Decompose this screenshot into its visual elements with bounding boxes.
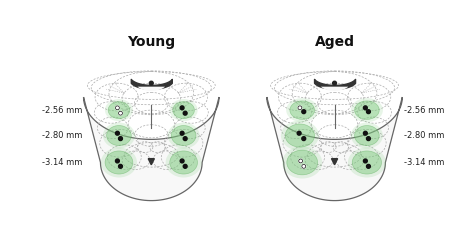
- Circle shape: [118, 111, 122, 115]
- Ellipse shape: [351, 98, 383, 122]
- Circle shape: [302, 164, 306, 168]
- Ellipse shape: [281, 121, 319, 151]
- Circle shape: [364, 159, 367, 163]
- Polygon shape: [331, 159, 337, 165]
- Ellipse shape: [290, 101, 315, 119]
- Circle shape: [364, 106, 367, 110]
- Circle shape: [149, 81, 153, 85]
- Ellipse shape: [170, 151, 198, 174]
- Ellipse shape: [170, 99, 198, 121]
- Ellipse shape: [105, 151, 133, 174]
- Circle shape: [299, 159, 302, 163]
- Circle shape: [302, 137, 306, 141]
- Circle shape: [118, 137, 122, 141]
- Ellipse shape: [173, 102, 194, 119]
- Ellipse shape: [287, 150, 318, 175]
- Ellipse shape: [171, 125, 196, 146]
- Circle shape: [180, 131, 184, 135]
- Ellipse shape: [286, 98, 318, 122]
- Circle shape: [180, 106, 184, 110]
- Ellipse shape: [107, 125, 131, 146]
- Circle shape: [118, 164, 122, 168]
- Text: Young: Young: [127, 35, 175, 50]
- Text: -3.14 mm: -3.14 mm: [404, 158, 444, 167]
- Circle shape: [366, 110, 370, 114]
- Polygon shape: [321, 87, 348, 91]
- Polygon shape: [83, 97, 219, 201]
- Circle shape: [116, 106, 119, 110]
- Ellipse shape: [108, 102, 130, 119]
- Ellipse shape: [103, 122, 135, 149]
- Circle shape: [183, 164, 187, 168]
- Polygon shape: [267, 97, 402, 201]
- Circle shape: [180, 159, 184, 163]
- Ellipse shape: [352, 151, 382, 174]
- Ellipse shape: [285, 124, 315, 147]
- Ellipse shape: [348, 147, 386, 177]
- Text: -2.80 mm: -2.80 mm: [404, 131, 444, 140]
- Circle shape: [183, 137, 187, 141]
- Circle shape: [183, 111, 187, 115]
- Ellipse shape: [168, 122, 200, 149]
- Circle shape: [116, 131, 119, 135]
- Text: -2.56 mm: -2.56 mm: [42, 106, 82, 115]
- Text: -2.80 mm: -2.80 mm: [42, 131, 82, 140]
- Ellipse shape: [355, 125, 379, 146]
- Circle shape: [364, 131, 367, 135]
- Text: -2.56 mm: -2.56 mm: [404, 106, 444, 115]
- Ellipse shape: [165, 147, 201, 177]
- Text: -3.14 mm: -3.14 mm: [42, 158, 82, 167]
- Circle shape: [302, 110, 306, 114]
- Circle shape: [333, 81, 337, 85]
- Ellipse shape: [282, 146, 322, 179]
- Ellipse shape: [351, 122, 383, 149]
- Circle shape: [116, 159, 119, 163]
- Ellipse shape: [101, 147, 137, 177]
- Polygon shape: [137, 87, 165, 91]
- Ellipse shape: [355, 101, 379, 119]
- Circle shape: [366, 137, 370, 141]
- Circle shape: [366, 164, 370, 168]
- Ellipse shape: [105, 99, 133, 121]
- Text: Aged: Aged: [315, 35, 355, 50]
- Circle shape: [298, 106, 302, 110]
- Polygon shape: [148, 159, 155, 165]
- Circle shape: [297, 131, 301, 135]
